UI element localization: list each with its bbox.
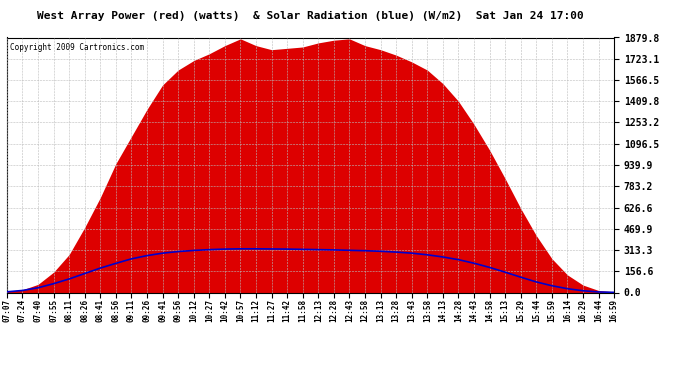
Text: West Array Power (red) (watts)  & Solar Radiation (blue) (W/m2)  Sat Jan 24 17:0: West Array Power (red) (watts) & Solar R…	[37, 11, 584, 21]
Text: Copyright 2009 Cartronics.com: Copyright 2009 Cartronics.com	[10, 43, 144, 52]
